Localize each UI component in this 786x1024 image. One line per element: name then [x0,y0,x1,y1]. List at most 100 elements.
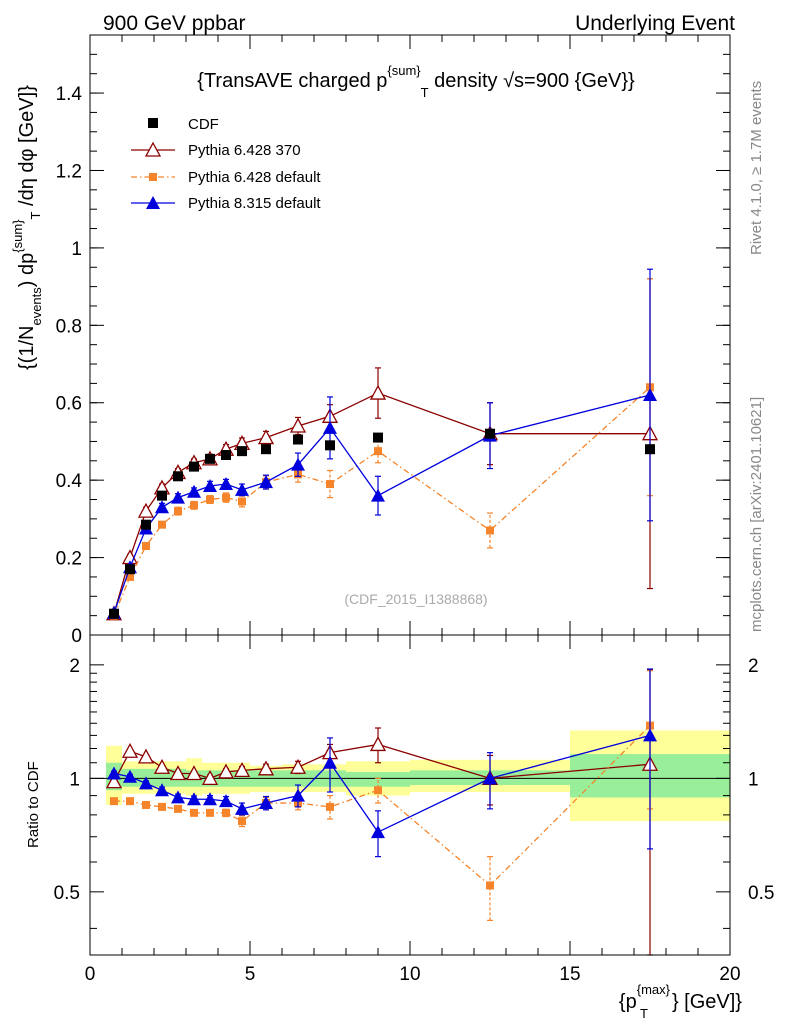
plot-title-sub: T [421,85,429,100]
data-point-cdf [645,444,655,455]
data-point-p6_default [326,480,334,489]
data-point-p6_default [222,808,230,817]
main-y-axis-label-a-sub: events [29,287,44,326]
data-point-p8 [643,388,657,401]
ratio-y-axis-label: Ratio to CDF [25,761,42,848]
legend: CDF Pythia 6.428 370 Pythia 6.428 defaul… [131,116,321,212]
plot-title: {TransAVE charged p{sum}T density √s=900… [197,63,635,100]
data-point-p8 [107,766,121,780]
data-point-p6_default [126,797,134,806]
data-point-cdf [125,564,135,575]
legend-marker-cdf [148,118,158,128]
data-point-cdf [157,490,167,501]
ratio-y-tick-label-right: 1 [748,769,759,790]
data-point-p6_370 [217,763,235,779]
main-y-tick-label: 0.8 [56,316,82,337]
legend-label-cdf: CDF [188,116,219,133]
data-point-p6_370 [105,773,123,789]
data-point-p8 [219,477,233,491]
plot-title-post: density √s=900 {GeV}} [429,70,635,92]
uncertainty-band-inner [122,768,186,787]
data-point-p6_default [238,817,246,826]
series-p8 [107,268,657,619]
legend-label-p8: Pythia 8.315 default [188,195,321,212]
data-point-p6_370 [233,761,251,778]
data-point-p6_default [190,501,198,510]
data-point-cdf [373,432,383,443]
x-tick-label: 10 [399,964,420,985]
series-line-p6_default [113,386,651,616]
data-point-p8 [371,825,385,839]
data-point-cdf [141,519,151,530]
data-point-p6_default [374,786,382,795]
data-point-p8 [259,796,273,810]
data-point-p6_370 [369,384,387,400]
main-panel-frame [89,34,731,636]
main-y-axis-label: {(1/Nevents) dp{sum}T /dη dφ [GeV]} [10,85,44,370]
legend-label-p6-370: Pythia 6.428 370 [188,142,301,159]
data-point-p6_default [158,520,166,529]
mcplots-label: mcplots.cern.ch [arXiv:2401.10621] [748,397,765,632]
data-point-p6_370 [137,748,155,764]
main-y-tick-label: 1.4 [56,84,83,105]
main-y-axis-label-b-sup: {sum} [10,219,25,253]
data-point-p8 [171,790,185,804]
data-point-p6_default [238,497,246,506]
rivet-label: Rivet 4.1.0, ≥ 1.7M events [748,81,765,255]
ratio-y-tick-label: 0.5 [54,883,80,904]
data-point-cdf [237,446,247,457]
data-point-p8 [371,488,385,502]
data-point-p6_default [142,541,150,550]
data-point-p8 [187,792,201,806]
x-axis-label-post: } [GeV]} [672,991,742,1013]
data-point-p6_370 [169,765,187,781]
legend-marker-p6-370 [144,141,162,157]
data-point-p6_370 [289,417,307,433]
data-point-p6_370 [201,769,219,786]
ratio-panel: 0.5 0.5 1 1 2 2 0 5 10 15 20 Ratio to CDF {p{max}… [25,634,774,1021]
data-point-p8 [123,769,137,783]
data-point-p8 [291,788,305,802]
data-point-cdf [485,428,495,439]
main-y-axis-label-b-sub: T [28,212,43,220]
x-tick-label: 0 [85,964,96,985]
data-point-p6_default [326,802,334,811]
legend-marker-p6-default [149,173,157,181]
data-point-p6_370 [257,429,275,445]
data-point-cdf [261,444,271,455]
data-point-p8 [155,500,169,514]
data-point-p6_default [206,808,214,817]
data-point-p6_default [158,802,166,811]
data-point-cdf [109,608,119,619]
data-point-p6_default [110,797,118,806]
data-point-p8 [323,755,337,769]
data-point-p6_default [190,808,198,817]
header-left-label: 900 GeV ppbar [103,12,245,35]
data-point-p8 [187,484,201,498]
data-point-p8 [235,482,249,496]
uncertainty-band-inner [346,771,410,787]
data-point-cdf [173,471,183,482]
main-y-tick-label: 1 [71,239,82,260]
series-p6_default [110,278,654,620]
data-point-cdf [325,440,335,451]
data-point-p6_370 [289,758,307,774]
x-tick-label: 20 [719,964,740,985]
ratio-y-tick-label: 2 [69,656,80,677]
legend-marker-p8 [146,196,160,209]
main-y-tick-label: 0.6 [56,394,82,415]
main-y-tick-label: 0 [71,626,82,647]
data-point-p8 [139,776,153,790]
x-axis-label-pre: {p [619,991,637,1013]
data-point-p6_default [142,800,150,809]
data-point-p6_default [374,447,382,456]
data-point-cdf [221,450,231,460]
main-y-tick-label: 0.2 [56,549,82,570]
watermark: (CDF_2015_I1388868) [344,591,487,607]
data-point-p6_default [174,804,182,813]
legend-label-p6-default: Pythia 6.428 default [188,169,321,186]
x-axis-label: {p{max} T} [GeV]} [619,982,742,1021]
data-point-p6_370 [121,742,139,758]
main-y-axis-label-a: {(1/N [16,326,38,370]
plot-title-sup: {sum} [387,63,421,78]
